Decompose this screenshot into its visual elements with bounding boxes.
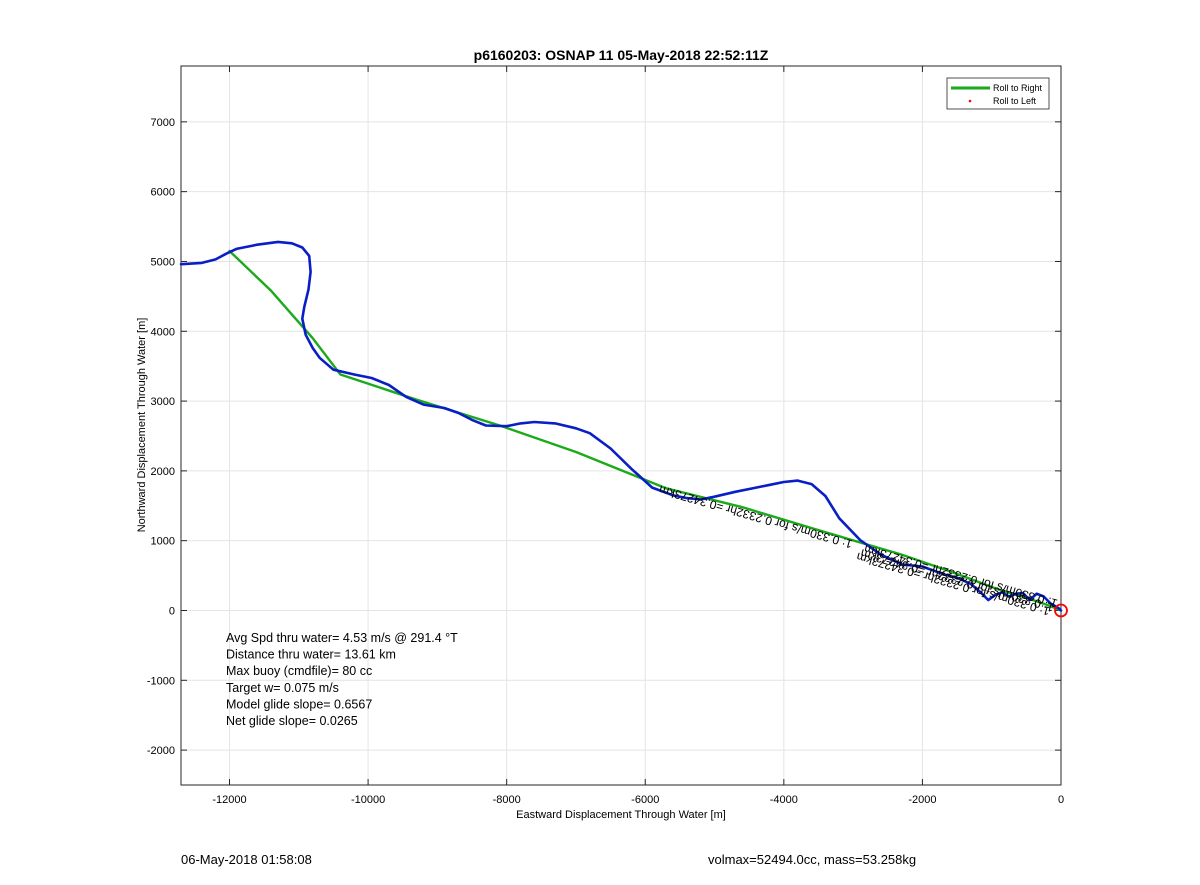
series-layer [179, 240, 1063, 612]
footer-vol-mass: volmax=52494.0cc, mass=53.258kg [708, 852, 917, 867]
x-tick-label: 0 [1058, 794, 1064, 806]
y-tick-label: 5000 [151, 256, 175, 268]
y-tick-label: -2000 [147, 745, 175, 757]
segment-annotation-cluster: 1: 0.330m/s for 0.2332hr =0.34273km [855, 550, 1052, 619]
series-line-glider-track [179, 240, 1063, 612]
axes-box [180, 65, 1062, 786]
y-tick-label: 6000 [151, 187, 175, 199]
legend-label-roll-right: Roll to Right [993, 83, 1043, 93]
chart-title: p6160203: OSNAP 11 05-May-2018 22:52:11Z [474, 47, 769, 63]
x-tick-label: -4000 [770, 794, 798, 806]
x-tick-label: -10000 [351, 794, 385, 806]
stats-annotation-line: Avg Spd thru water= 4.53 m/s @ 291.4 °T [226, 631, 458, 645]
stats-annotation-line: Target w= 0.075 m/s [226, 681, 339, 695]
end-marker-circle [1054, 603, 1068, 618]
x-tick-label: -6000 [631, 794, 659, 806]
x-tick-label: -12000 [212, 794, 246, 806]
grid-layer [181, 66, 1062, 785]
y-tick-label: -1000 [147, 675, 175, 687]
y-tick-label: 4000 [151, 326, 175, 338]
end-marker-layer [1054, 603, 1068, 618]
y-tick-label: 7000 [151, 117, 175, 129]
x-tick-label: -8000 [493, 794, 521, 806]
legend: Roll to Right Roll to Left [946, 77, 1050, 110]
stats-annotation-line: Max buoy (cmdfile)= 80 cc [226, 664, 372, 678]
footer-timestamp: 06-May-2018 01:58:08 [181, 852, 312, 867]
x-axis-label: Eastward Displacement Through Water [m] [516, 809, 726, 821]
y-tick-label: 3000 [151, 396, 175, 408]
stats-annotation-line: Net glide slope= 0.0265 [226, 714, 358, 728]
y-tick-label: 2000 [151, 466, 175, 478]
x-tick-label: -2000 [908, 794, 936, 806]
y-tick-label: 1000 [151, 536, 175, 548]
ticks-layer: -12000 -10000 -8000 -6000 -4000 -2000 0-2000-1… [147, 66, 1064, 806]
stats-annotations: Avg Spd thru water= 4.53 m/s @ 291.4 °T D… [226, 631, 458, 728]
legend-dot-roll-left [968, 99, 972, 103]
legend-box [946, 77, 1050, 110]
stats-annotation-line: Model glide slope= 0.6567 [226, 697, 372, 711]
y-axis-label: Northward Displacement Through Water [m] [136, 318, 148, 533]
legend-label-roll-left: Roll to Left [993, 96, 1037, 106]
y-tick-label: 0 [169, 605, 175, 617]
stats-annotation-line: Distance thru water= 13.61 km [226, 648, 396, 662]
